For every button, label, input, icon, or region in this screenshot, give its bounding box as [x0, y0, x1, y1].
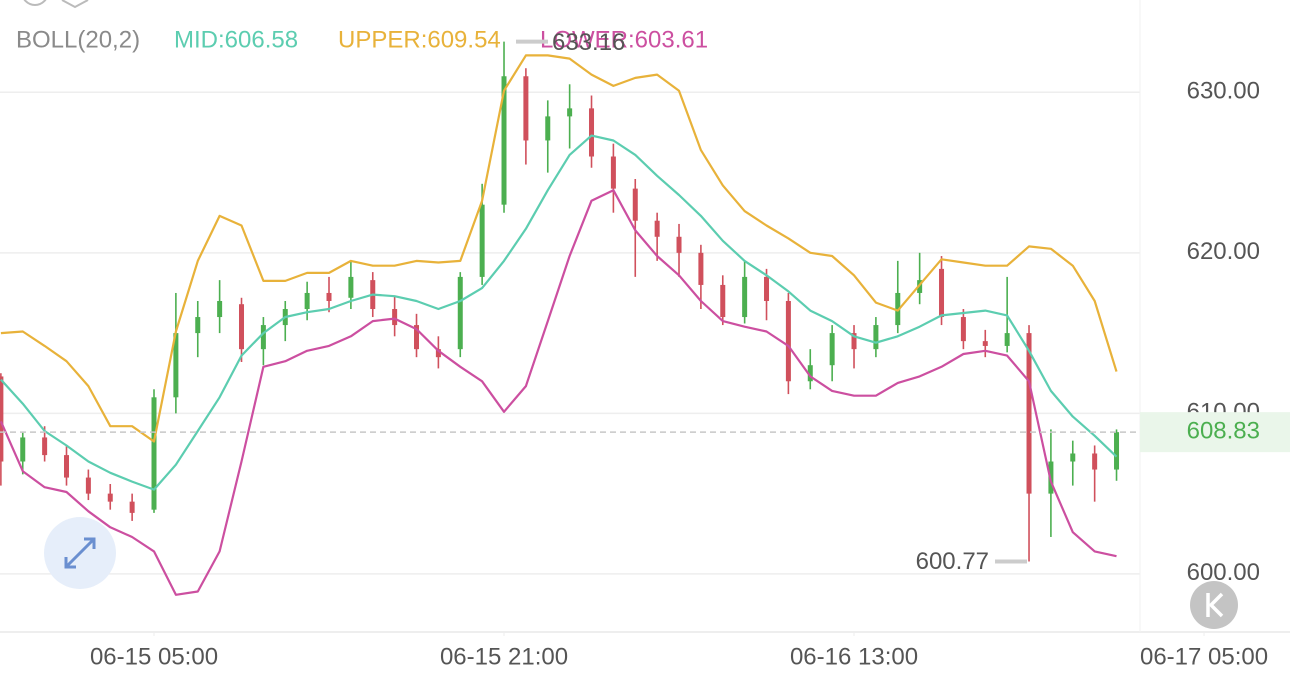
candle-body	[479, 204, 485, 277]
low-label: 600.77	[916, 548, 989, 575]
candle-body	[195, 317, 201, 334]
candle-body	[64, 455, 70, 478]
x-tick-label: 06-15 05:00	[90, 643, 218, 670]
x-tick-label: 06-16 13:00	[790, 643, 918, 670]
expand-button[interactable]	[44, 517, 116, 589]
top-icon[interactable]	[61, 0, 89, 9]
candle-body	[632, 188, 638, 221]
candle-body	[1114, 432, 1120, 470]
high-label: 633.16	[552, 29, 625, 56]
candle-body	[851, 333, 857, 350]
candle-body	[107, 493, 113, 502]
legend-mid: MID:606.58	[174, 26, 298, 53]
candle-body	[20, 437, 26, 462]
last-price-label: 608.83	[1187, 417, 1260, 444]
candle-body	[129, 501, 135, 513]
y-tick-label: 600.00	[1187, 559, 1260, 586]
reset-icon[interactable]	[1206, 592, 1224, 618]
candle-body	[982, 341, 988, 346]
candle-body	[873, 325, 879, 350]
candle-body	[523, 76, 529, 141]
candle-body	[960, 317, 966, 342]
candle-body	[151, 397, 157, 510]
candle-body	[1004, 333, 1010, 346]
top-icon[interactable]	[22, 0, 48, 6]
candle-body	[720, 284, 726, 318]
y-tick-label: 630.00	[1187, 78, 1260, 105]
candle-body	[1092, 453, 1098, 470]
candle-body	[698, 252, 704, 285]
candle-body	[348, 276, 354, 298]
legend-upper: UPPER:609.54	[338, 26, 501, 53]
boll-line	[0, 54, 1118, 443]
candle-body	[42, 437, 48, 456]
candle-body	[610, 156, 616, 189]
candle-body	[764, 276, 770, 301]
reset-button-bg[interactable]	[1190, 581, 1238, 629]
candle-body	[457, 276, 463, 350]
candle-body	[807, 365, 813, 382]
candle-body	[239, 304, 245, 350]
candle-body	[326, 292, 332, 301]
y-tick-label: 620.00	[1187, 238, 1260, 265]
candle-body	[392, 309, 398, 326]
candle-body	[742, 276, 748, 318]
reset-button[interactable]	[1190, 581, 1238, 629]
candle-body	[0, 376, 4, 462]
indicator-name: BOLL(20,2)	[16, 26, 140, 53]
candle-body	[676, 236, 682, 253]
x-tick-label: 06-15 21:00	[440, 643, 568, 670]
legend-lower: LOWER:603.61	[540, 26, 708, 53]
expand-icon[interactable]	[64, 537, 96, 569]
candle-body	[829, 333, 835, 366]
candle-body	[85, 477, 91, 494]
candle-body	[1026, 333, 1032, 494]
x-tick-label: 06-17 05:00	[1140, 643, 1268, 670]
boll-line	[0, 189, 1117, 596]
candle-body	[589, 108, 595, 157]
candle-body	[501, 76, 507, 205]
candle-body	[1070, 453, 1076, 462]
candle-body	[435, 349, 441, 358]
candle-body	[173, 333, 179, 398]
candle-body	[414, 325, 420, 350]
last-price-box	[1140, 412, 1290, 453]
candle-body	[545, 116, 551, 141]
candle-body	[260, 325, 266, 350]
boll-line	[0, 134, 1118, 491]
candle-body	[785, 300, 791, 382]
candle-body	[217, 300, 223, 318]
candle-body	[654, 220, 660, 237]
candle-body	[304, 292, 310, 310]
candle-body	[939, 268, 945, 318]
candle-body	[567, 108, 573, 117]
